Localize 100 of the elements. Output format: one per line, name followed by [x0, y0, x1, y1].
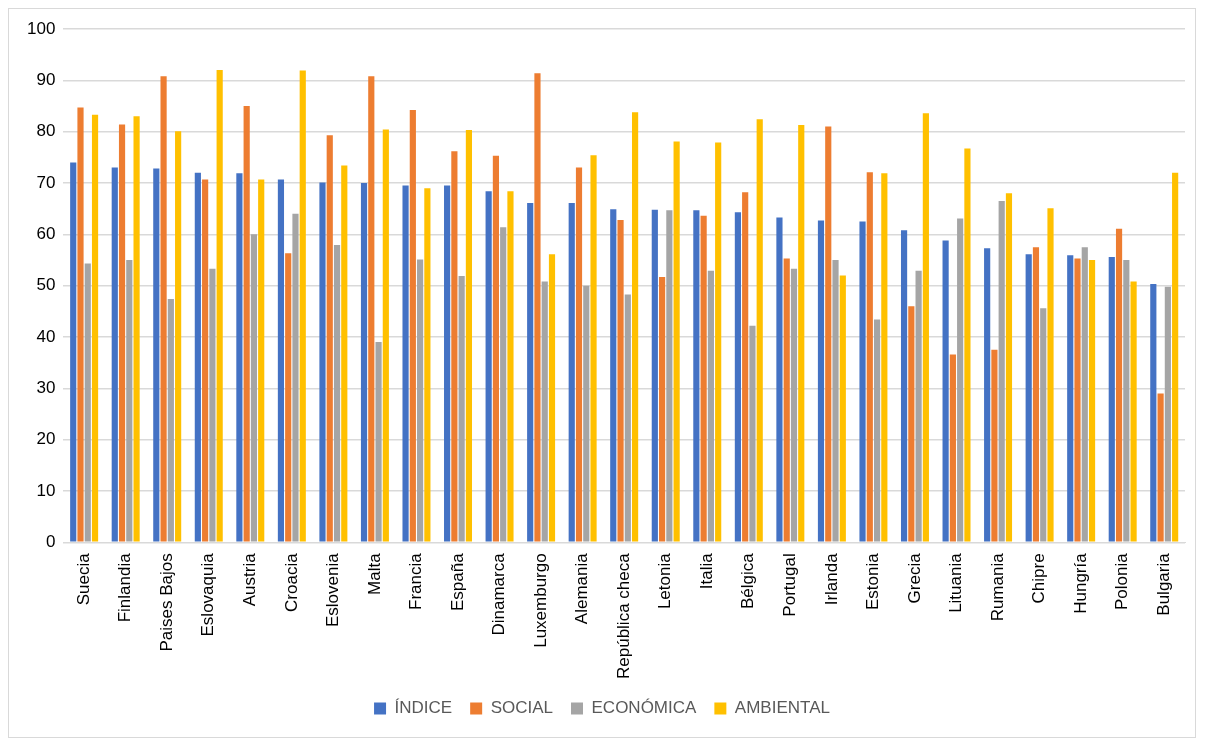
bar: [1047, 208, 1054, 542]
bar: [243, 106, 250, 542]
bar: [111, 167, 118, 542]
bar: [492, 155, 500, 542]
x-tick-label: Alemania: [572, 552, 592, 625]
bar: [424, 188, 431, 542]
bar: [651, 209, 658, 542]
bar: [216, 70, 223, 542]
bar: [133, 116, 140, 542]
bar: [998, 200, 1005, 542]
bar: [375, 342, 382, 542]
bar: [258, 179, 265, 542]
bar: [91, 114, 99, 542]
y-tick-label: 90: [36, 70, 56, 90]
bar: [575, 167, 583, 542]
bar: [292, 213, 299, 542]
bar: [798, 124, 805, 542]
x-tick-label: Hungría: [1070, 552, 1090, 614]
x-tick-label: Chipre: [1029, 553, 1049, 604]
bar: [527, 203, 534, 542]
bar: [707, 270, 714, 542]
bar: [175, 131, 182, 542]
bar: [915, 270, 922, 542]
bar: [1025, 254, 1032, 542]
bar: [77, 107, 84, 542]
bar: [1005, 193, 1013, 542]
x-tick-label: Paises Bajos: [156, 553, 176, 652]
x-tick-label: Letonia: [655, 552, 675, 610]
legend-label: ÍNDICE: [394, 698, 453, 718]
bar: [984, 248, 991, 542]
y-tick-label: 10: [36, 480, 56, 500]
bar: [942, 240, 949, 542]
x-tick-label: Suecia: [73, 552, 93, 606]
bar: [402, 185, 409, 542]
x-tick-label: Finlandia: [115, 552, 135, 623]
y-tick-label: 50: [36, 275, 56, 295]
bar: [209, 268, 216, 542]
y-tick-label: 30: [36, 378, 56, 397]
bar: [500, 227, 507, 542]
bar: [1032, 247, 1040, 542]
bar: [790, 268, 798, 542]
bar: [1150, 284, 1157, 542]
bar: [368, 76, 375, 542]
bar: [507, 191, 514, 542]
bar: [673, 141, 680, 542]
bar: [610, 209, 617, 542]
bar: [285, 253, 292, 542]
x-tick-label: Grecia: [904, 552, 924, 604]
x-tick-label: Portugal: [780, 553, 800, 617]
legend-label: AMBIENTAL: [734, 698, 830, 718]
bar: [1088, 259, 1096, 542]
bar: [659, 276, 666, 542]
bar: [333, 245, 341, 542]
bar: [1123, 259, 1130, 542]
bar: [568, 203, 575, 542]
y-tick-label: 20: [36, 429, 56, 449]
y-tick-label: 80: [36, 121, 56, 141]
legend-label: SOCIAL: [490, 698, 554, 718]
bar: [118, 124, 126, 542]
bar: [991, 349, 998, 542]
bar: [734, 212, 741, 542]
bar: [160, 76, 167, 542]
bar: [783, 258, 790, 542]
bar: [1157, 393, 1164, 542]
x-tick-label: España: [447, 552, 467, 611]
bar: [839, 275, 846, 542]
bar: [881, 173, 888, 542]
bar: [583, 285, 590, 542]
bar: [715, 142, 722, 542]
bar: [360, 182, 368, 542]
bar: [299, 70, 306, 542]
bar: [451, 151, 458, 542]
x-tick-label: Croacia: [281, 552, 301, 612]
bar: [817, 220, 825, 542]
bar: [1164, 286, 1171, 542]
x-tick-label: Luxemburgo: [530, 553, 550, 648]
x-tick-label: República checa: [613, 552, 633, 680]
bar: [534, 73, 541, 542]
bar: [382, 129, 389, 542]
x-tick-label: Dinamarca: [489, 552, 509, 636]
bar: [167, 299, 174, 542]
x-tick-label: Estonia: [863, 552, 883, 611]
bar: [908, 306, 915, 542]
bar: [666, 210, 673, 542]
bar: [541, 281, 548, 542]
bar: [624, 294, 631, 542]
bar: [964, 148, 971, 542]
bar: [194, 172, 201, 542]
bar: [749, 325, 756, 542]
bar: [617, 219, 624, 542]
x-tick-label: Bélgica: [738, 552, 758, 610]
bar: [1130, 281, 1137, 542]
x-tick-label: Irlanda: [821, 552, 841, 606]
bar: [825, 126, 832, 542]
x-tick-label: Eslovenia: [323, 552, 343, 628]
y-tick-label: 0: [45, 532, 56, 551]
x-tick-label: Malta: [364, 552, 384, 595]
bar: [202, 179, 209, 542]
bar: [866, 172, 873, 542]
x-tick-label: Italia: [696, 552, 716, 590]
